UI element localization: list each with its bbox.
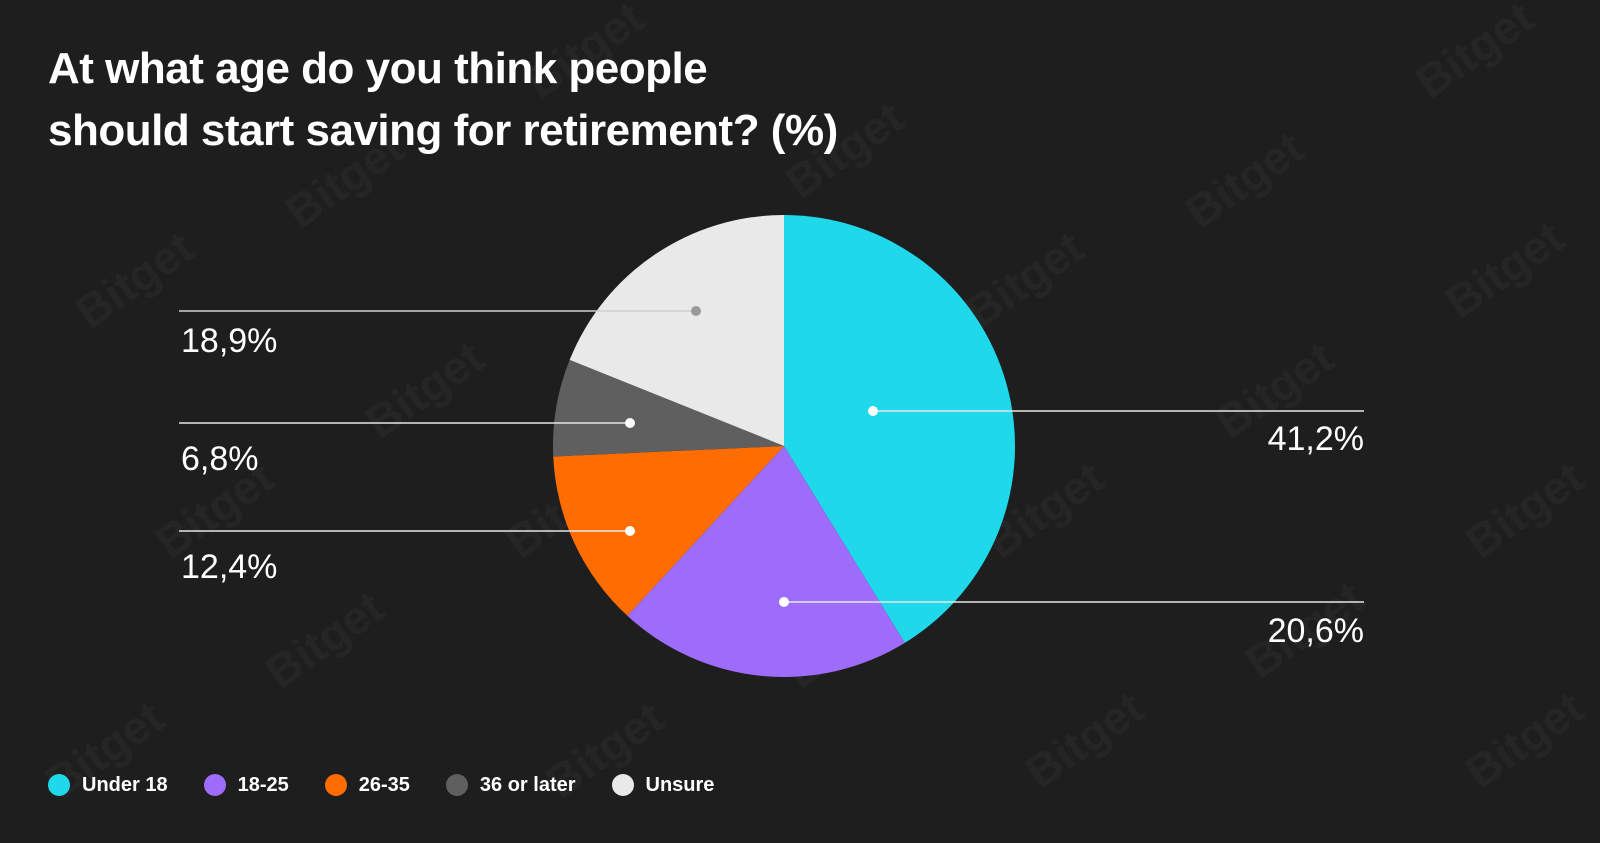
watermark-text: Bitget [1456, 681, 1593, 798]
legend-label-unsure: Unsure [645, 773, 715, 796]
leader-dot-26-35 [625, 526, 635, 536]
watermark-text: Bitget [516, 0, 653, 108]
legend-label-under-18: Under 18 [82, 773, 168, 796]
watermark-text: Bitget [1176, 121, 1313, 238]
leader-dot-under-18 [868, 406, 878, 416]
legend-item-26-35: 26-35 [324, 773, 410, 797]
legend-label-36-or-later: 36 or later [479, 773, 576, 796]
pie-slice-26-35 [553, 446, 784, 616]
data-label-18-25: 20,6% [1268, 612, 1364, 650]
leader-dot-unsure [691, 306, 701, 316]
pie-slice-under-18 [784, 215, 1015, 643]
watermark-text: Bitget [776, 91, 913, 208]
data-label-under-18: 41,2% [1268, 420, 1364, 458]
legend-swatch-18-25 [203, 774, 226, 796]
chart-title-line-1: At what age do you think people [48, 44, 708, 93]
watermark-text: Bitget [356, 331, 493, 448]
leader-dot-18-25 [779, 597, 789, 607]
legend-item-36-or-later: 36 or later [445, 773, 576, 797]
pie-slice-unsure [569, 215, 784, 446]
pie-slices [553, 215, 1015, 677]
watermark-text: Bitget [276, 121, 413, 238]
watermark-text: Bitget [1456, 451, 1593, 568]
legend-swatch-26-35 [324, 774, 347, 796]
legend-label-18-25: 18-25 [237, 773, 289, 796]
legend: Under 18 18-25 26-35 36 or later Unsure [48, 770, 750, 800]
legend-item-under-18: Under 18 [48, 774, 168, 797]
legend-swatch-unsure [611, 774, 634, 796]
leader-dot-36-or-later [625, 418, 635, 428]
watermark-text: Bitget [66, 221, 203, 338]
legend-item-18-25: 18-25 [203, 773, 289, 797]
watermark-text: Bitget [256, 581, 393, 698]
legend-item-unsure: Unsure [611, 773, 715, 797]
watermark-text: Bitget [1016, 681, 1153, 798]
data-label-26-35: 12,4% [181, 548, 277, 586]
pie-slice-18-25 [627, 446, 905, 677]
legend-label-26-35: 26-35 [358, 773, 410, 796]
data-label-unsure: 18,9% [181, 322, 277, 360]
chart-title: At what age do you think people should s… [48, 38, 1048, 162]
pie-slice-36-or-later [553, 359, 784, 457]
legend-swatch-36-or-later [445, 774, 468, 796]
data-label-36-or-later: 6,8% [181, 440, 259, 478]
watermark-text: Bitget [1406, 0, 1543, 108]
slice-callouts: 41,2% 20,6% 12,4% 6,8% 18,9% [179, 306, 1364, 650]
legend-swatch-under-18 [48, 774, 70, 796]
chart-title-line-2: should start saving for retirement? (%) [48, 106, 838, 155]
watermark-text: Bitget [1436, 211, 1573, 328]
